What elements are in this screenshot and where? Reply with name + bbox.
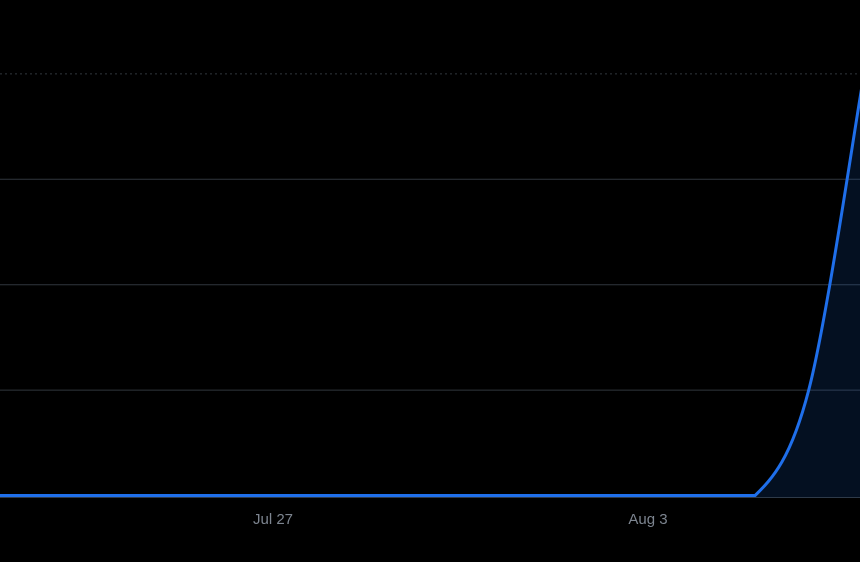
x-axis-tick-label: Aug 3 — [628, 511, 668, 528]
data-line — [0, 88, 860, 497]
x-axis-tick-label: Jul 27 — [252, 511, 294, 528]
gridlines — [0, 73, 860, 498]
area-fill — [0, 98, 860, 498]
